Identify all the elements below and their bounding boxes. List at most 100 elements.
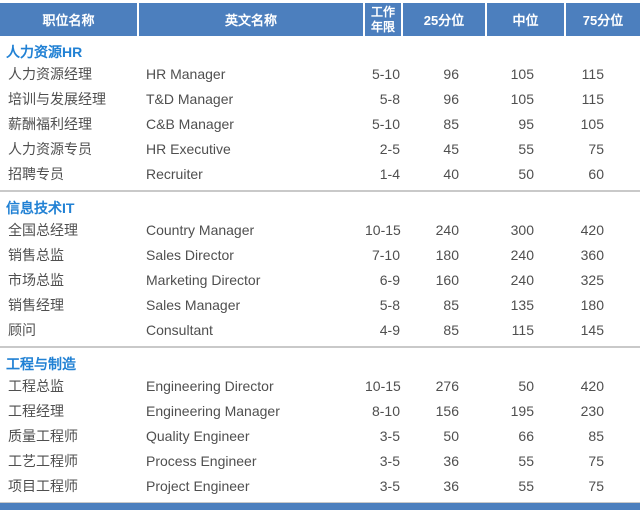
cell-median: 66 <box>518 428 534 444</box>
cell-median: 115 <box>511 322 534 338</box>
cell-job-title: 工程总监 <box>8 378 64 394</box>
cell-work-years: 1-4 <box>379 166 400 182</box>
table-row: 人力资源经理 HR Manager 5-10 96 105 115 <box>0 62 640 87</box>
cell-median: 300 <box>510 222 534 238</box>
table-section: 信息技术IT 全国总经理 Country Manager 10-15 240 300 420… <box>0 192 640 348</box>
cell-median: 95 <box>518 116 534 132</box>
cell-english-name: Sales Director <box>146 247 234 263</box>
cell-english-name: Sales Manager <box>146 297 241 313</box>
cell-english-name: Quality Engineer <box>146 428 250 444</box>
table-header-row: 职位名称 英文名称 工作年限 25分位 中位 75分位 <box>0 3 640 36</box>
cell-work-years: 7-10 <box>371 247 400 263</box>
cell-english-name: C&B Manager <box>146 116 234 132</box>
cell-75th: 420 <box>580 222 604 238</box>
table-row: 市场总监 Marketing Director 6-9 160 240 325 <box>0 268 640 293</box>
cell-job-title: 人力资源专员 <box>8 141 92 157</box>
table-row: 工程总监 Engineering Director 10-15 276 50 420 <box>0 374 640 399</box>
cell-median: 55 <box>518 478 534 494</box>
cell-work-years: 10-15 <box>365 378 401 394</box>
section-title: 信息技术IT <box>6 200 75 216</box>
cell-job-title: 培训与发展经理 <box>8 91 106 107</box>
header-cell-75th-percentile: 75分位 <box>582 13 624 28</box>
cell-75th: 60 <box>588 166 604 182</box>
cell-english-name: Consultant <box>146 322 213 338</box>
cell-median: 105 <box>510 66 534 82</box>
header-cell-work-years: 工作年限 <box>365 3 403 36</box>
cell-25th: 36 <box>443 478 459 494</box>
cell-job-title: 全国总经理 <box>8 222 78 238</box>
cell-75th: 145 <box>580 322 604 338</box>
cell-median: 240 <box>510 247 534 263</box>
header-cell-25th-percentile: 25分位 <box>403 3 487 36</box>
table-row: 工程经理 Engineering Manager 8-10 156 195 230 <box>0 399 640 424</box>
cell-job-title: 市场总监 <box>8 272 64 288</box>
cell-25th: 50 <box>443 428 459 444</box>
header-cell-english-name: 英文名称 <box>139 3 365 36</box>
cell-75th: 75 <box>588 141 604 157</box>
cell-english-name: Project Engineer <box>146 478 250 494</box>
table-section: 人力资源HR 人力资源经理 HR Manager 5-10 96 105 115 培训与发展经… <box>0 36 640 192</box>
cell-english-name: Process Engineer <box>146 453 257 469</box>
cell-english-name: Marketing Director <box>146 272 261 288</box>
cell-75th: 115 <box>581 91 604 107</box>
cell-english-name: Engineering Director <box>146 378 274 394</box>
cell-median: 50 <box>518 378 534 394</box>
cell-work-years: 6-9 <box>379 272 400 288</box>
cell-work-years: 8-10 <box>371 403 400 419</box>
cell-75th: 115 <box>581 66 604 82</box>
cell-work-years: 5-8 <box>379 297 400 313</box>
table-row: 工艺工程师 Process Engineer 3-5 36 55 75 <box>0 449 640 474</box>
cell-75th: 230 <box>580 403 604 419</box>
table-row: 顾问 Consultant 4-9 85 115 145 <box>0 318 640 343</box>
cell-25th: 36 <box>443 453 459 469</box>
table-row: 销售经理 Sales Manager 5-8 85 135 180 <box>0 293 640 318</box>
cell-work-years: 5-10 <box>371 116 400 132</box>
header-cell-median: 中位 <box>487 3 566 36</box>
table-row: 全国总经理 Country Manager 10-15 240 300 420 <box>0 218 640 243</box>
cell-english-name: Engineering Manager <box>146 403 280 419</box>
table-row: 质量工程师 Quality Engineer 3-5 50 66 85 <box>0 424 640 449</box>
cell-median: 55 <box>518 141 534 157</box>
cell-median: 105 <box>510 91 534 107</box>
cell-job-title: 顾问 <box>8 322 36 338</box>
cell-english-name: T&D Manager <box>146 91 234 107</box>
cell-work-years: 5-10 <box>371 66 400 82</box>
cell-75th: 85 <box>588 428 604 444</box>
cell-75th: 360 <box>580 247 604 263</box>
cell-work-years: 3-5 <box>379 453 400 469</box>
table-row: 人力资源专员 HR Executive 2-5 45 55 75 <box>0 137 640 162</box>
cell-25th: 160 <box>435 272 459 288</box>
cell-25th: 156 <box>435 403 459 419</box>
table-row: 薪酬福利经理 C&B Manager 5-10 85 95 105 <box>0 112 640 137</box>
cell-english-name: HR Manager <box>146 66 226 82</box>
cell-25th: 96 <box>443 91 459 107</box>
cell-english-name: Recruiter <box>146 166 203 182</box>
cell-english-name: HR Executive <box>146 141 231 157</box>
cell-25th: 96 <box>443 66 459 82</box>
cell-job-title: 销售总监 <box>8 247 64 263</box>
cell-75th: 325 <box>580 272 604 288</box>
table-row: 招聘专员 Recruiter 1-4 40 50 60 <box>0 162 640 187</box>
cell-work-years: 3-5 <box>379 478 400 494</box>
table-section: 工程与制造 工程总监 Engineering Director 10-15 276 50 4… <box>0 348 640 504</box>
cell-25th: 180 <box>435 247 459 263</box>
table-row: 培训与发展经理 T&D Manager 5-8 96 105 115 <box>0 87 640 112</box>
cell-25th: 85 <box>443 322 459 338</box>
cell-job-title: 薪酬福利经理 <box>8 116 92 132</box>
header-cell-job-title: 职位名称 <box>0 3 139 36</box>
cell-work-years: 5-8 <box>379 91 400 107</box>
cell-median: 55 <box>518 453 534 469</box>
cell-25th: 40 <box>443 166 459 182</box>
cell-work-years: 3-5 <box>379 428 400 444</box>
cell-75th: 180 <box>580 297 604 313</box>
cell-job-title: 招聘专员 <box>8 166 64 182</box>
cell-work-years: 10-15 <box>365 222 401 238</box>
cell-median: 195 <box>510 403 534 419</box>
cell-job-title: 人力资源经理 <box>8 66 92 82</box>
table-row: 项目工程师 Project Engineer 3-5 36 55 75 <box>0 474 640 499</box>
section-title: 工程与制造 <box>6 356 76 372</box>
cell-job-title: 质量工程师 <box>8 428 78 444</box>
cutoff-next-header-bar <box>0 503 640 510</box>
cell-english-name: Country Manager <box>146 222 255 238</box>
